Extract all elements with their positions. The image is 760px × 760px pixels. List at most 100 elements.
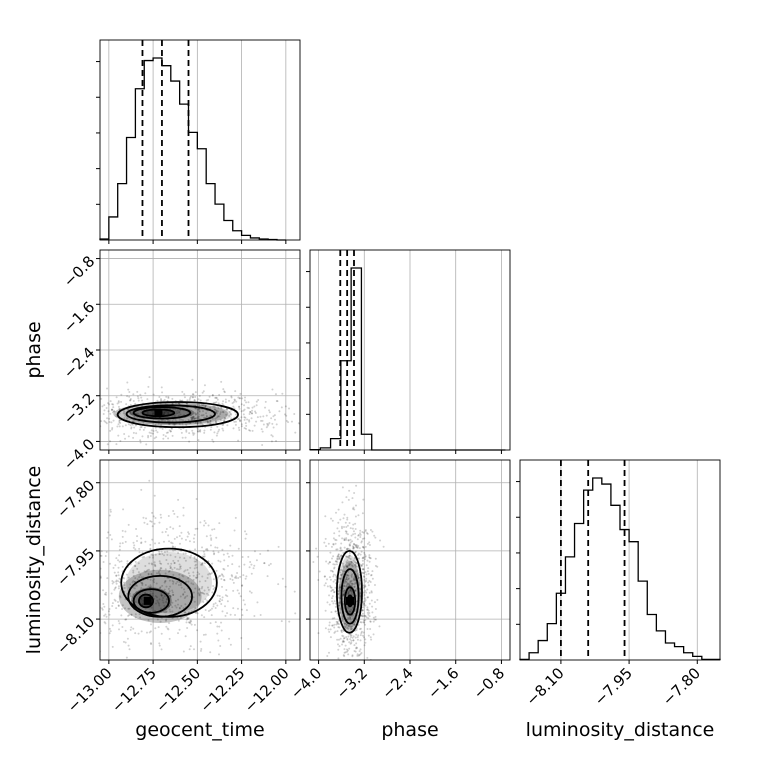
sample-point: [349, 618, 352, 621]
sample-point: [110, 408, 113, 411]
sample-point: [184, 603, 187, 606]
sample-point: [141, 417, 144, 420]
sample-point: [333, 623, 336, 626]
sample-point: [218, 393, 221, 396]
sample-point: [51, 415, 53, 417]
sample-point: [103, 614, 106, 617]
sample-point: [353, 508, 356, 511]
sample-point: [169, 430, 172, 433]
sample-point: [200, 648, 203, 651]
sample-point: [165, 528, 168, 531]
sample-point: [130, 613, 133, 616]
sample-point: [359, 532, 362, 535]
sample-point: [186, 402, 189, 405]
sample-point: [354, 544, 357, 547]
sample-point: [160, 562, 163, 565]
sample-point: [221, 548, 224, 551]
sample-point: [222, 575, 225, 578]
sample-point: [152, 554, 155, 557]
sample-point: [212, 553, 215, 556]
sample-point: [101, 405, 104, 408]
sample-point: [356, 647, 359, 650]
sample-point: [370, 574, 373, 577]
sample-point: [132, 393, 135, 396]
sample-point: [346, 650, 349, 653]
sample-point: [146, 578, 149, 581]
sample-point: [362, 575, 365, 578]
sample-point: [360, 614, 363, 617]
sample-point: [204, 548, 207, 551]
sample-point: [236, 418, 239, 421]
sample-point: [173, 423, 176, 426]
sample-point: [343, 625, 346, 628]
sample-point: [217, 406, 220, 409]
sample-point: [211, 438, 214, 441]
sample-point: [153, 437, 156, 440]
sample-point: [134, 565, 137, 568]
sample-point: [348, 555, 351, 558]
sample-point: [190, 418, 193, 421]
sample-point: [345, 636, 348, 639]
sample-point: [157, 419, 160, 422]
sample-point: [346, 566, 349, 569]
sample-point: [343, 546, 346, 549]
sample-point: [167, 411, 170, 414]
sample-point: [336, 527, 339, 530]
sample-point: [197, 417, 200, 420]
sample-point: [174, 604, 177, 607]
sample-point: [330, 590, 333, 593]
sample-point: [358, 547, 361, 550]
sample-point: [342, 635, 345, 638]
sample-point: [93, 598, 95, 600]
sample-point: [360, 651, 363, 654]
sample-point: [155, 572, 158, 575]
sample-point: [345, 575, 348, 578]
sample-point: [364, 619, 367, 622]
sample-point: [209, 419, 212, 422]
sample-point: [337, 626, 340, 629]
sample-point: [201, 562, 204, 565]
sample-point: [347, 617, 350, 620]
sample-point: [326, 585, 329, 588]
sample-point: [204, 598, 207, 601]
sample-point: [373, 601, 376, 604]
xtick-label-geocent_time-1: −12.75: [108, 664, 160, 716]
sample-point: [186, 627, 189, 630]
sample-point: [365, 591, 368, 594]
sample-point: [152, 429, 155, 432]
sample-point: [355, 646, 358, 649]
sample-point: [150, 573, 153, 576]
sample-point: [174, 414, 177, 417]
sample-point: [162, 597, 165, 600]
sample-point: [363, 621, 366, 624]
sample-point: [135, 540, 138, 543]
sample-point: [185, 621, 188, 624]
sample-point: [164, 611, 167, 614]
sample-point: [262, 423, 265, 426]
sample-point: [337, 657, 340, 660]
sample-point: [191, 418, 194, 421]
sample-point: [167, 396, 170, 399]
sample-point: [340, 631, 343, 634]
sample-point: [237, 439, 240, 442]
sample-point: [192, 415, 195, 418]
sample-point: [218, 415, 221, 418]
sample-point: [160, 593, 163, 596]
sample-point: [117, 566, 120, 569]
sample-point: [184, 635, 187, 638]
sample-point: [215, 536, 218, 539]
sample-point: [188, 648, 191, 651]
sample-point: [136, 535, 139, 538]
sample-point: [254, 410, 257, 413]
sample-point: [240, 425, 243, 428]
sample-point: [149, 642, 152, 645]
sample-point: [346, 574, 349, 577]
sample-point: [362, 602, 365, 605]
sample-point: [212, 588, 215, 591]
sample-point: [354, 522, 357, 525]
sample-point: [111, 428, 114, 431]
sample-point: [355, 642, 358, 645]
sample-point: [135, 584, 138, 587]
sample-point: [163, 581, 166, 584]
sample-point: [231, 402, 234, 405]
